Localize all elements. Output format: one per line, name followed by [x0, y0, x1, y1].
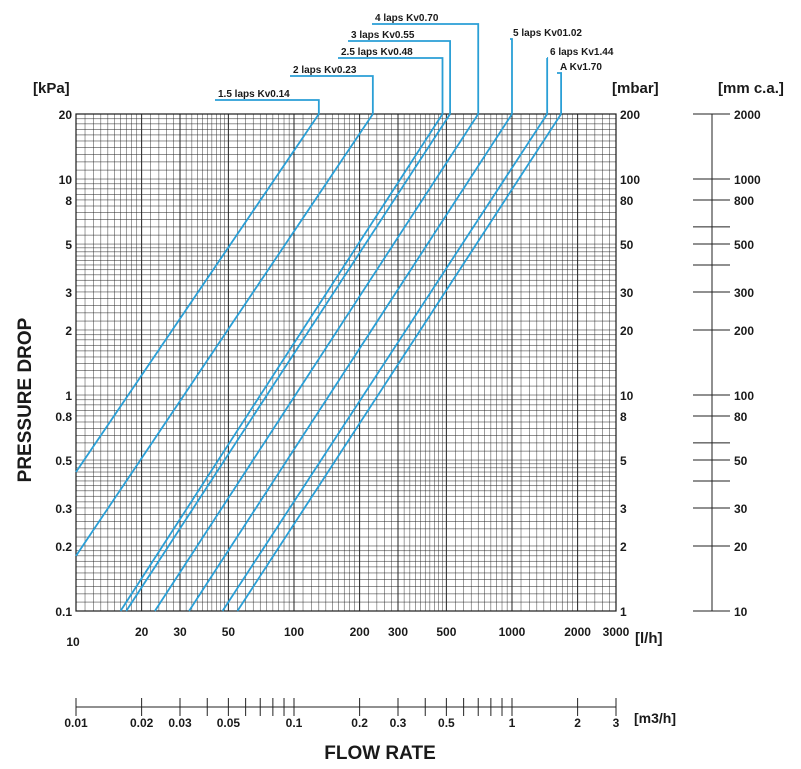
plot-border	[75, 113, 617, 612]
y-tick-label-kpa: 1	[65, 389, 72, 403]
y-tick-label-kpa: 2	[65, 324, 72, 338]
y-axis-title: PRESSURE DROP	[15, 317, 36, 482]
y-tick-label-kpa: 20	[59, 108, 73, 122]
series-leader	[338, 57, 444, 114]
series-line	[236, 113, 562, 612]
mmca-tick-label: 300	[734, 286, 754, 300]
y-tick-label-mbar: 100	[620, 173, 640, 187]
x-axis-title: FLOW RATE	[324, 743, 436, 764]
m3h-tick-label: 0.2	[351, 716, 368, 730]
mmca-tick-label: 30	[734, 502, 748, 516]
m3h-tick-label: 0.1	[286, 716, 303, 730]
m3h-tick-label: 0.5	[438, 716, 455, 730]
y-tick-label-mbar: 200	[620, 108, 640, 122]
y-tick-label-kpa: 0.8	[55, 410, 72, 424]
m3h-tick-label: 0.01	[64, 716, 88, 730]
mmca-tick-label: 1000	[734, 173, 761, 187]
y-unit-mmca: [mm c.a.]	[718, 80, 784, 97]
series-label: A Kv1.70	[560, 62, 602, 73]
y-tick-label-mbar: 80	[620, 194, 634, 208]
m3h-tick-label: 0.03	[168, 716, 192, 730]
series-leader	[348, 40, 451, 114]
series-line	[119, 113, 444, 612]
x-tick-label: 200	[350, 625, 370, 639]
mmca-tick-label: 2000	[734, 108, 761, 122]
y-tick-label-kpa: 0.1	[55, 605, 72, 619]
x-tick-label: 30	[173, 625, 187, 639]
y-tick-label-kpa: 0.5	[55, 454, 72, 468]
m3h-scale: 0.01 0.02 0.03 0.05 0.1 0.2 0.3 0.5 1 2 3	[64, 698, 620, 730]
series-line	[188, 113, 513, 612]
series-label: 4 laps Kv0.70	[375, 13, 439, 24]
mmca-tick-label: 50	[734, 454, 748, 468]
m3h-tick-label: 3	[613, 716, 620, 730]
x-tick-label: 20	[135, 625, 149, 639]
y-tick-label-mbar: 20	[620, 324, 634, 338]
m3h-tick-label: 0.3	[390, 716, 407, 730]
series-label: 5 laps Kv01.02	[513, 28, 582, 39]
y-tick-label-mbar: 50	[620, 238, 634, 252]
m3h-tick-label: 0.02	[130, 716, 154, 730]
m3h-tick-label: 2	[574, 716, 581, 730]
x-tick-label: 10	[66, 635, 80, 649]
y-tick-label-kpa: 3	[65, 286, 72, 300]
y-unit-kpa: [kPa]	[33, 80, 70, 97]
series-leader	[372, 23, 480, 114]
y-tick-label-kpa: 10	[59, 173, 73, 187]
series-label: 6 laps Kv1.44	[550, 47, 614, 58]
y-tick-label-mbar: 5	[620, 454, 627, 468]
y-tick-label-mbar: 2	[620, 540, 627, 554]
x-tick-label: 1000	[499, 625, 526, 639]
series-label: 3 laps Kv0.55	[351, 30, 415, 41]
m3h-tick-label: 1	[509, 716, 516, 730]
series-lines: 1.5 laps Kv0.14 2 laps Kv0.23 2.5 laps Kv0…	[75, 13, 614, 612]
y-tick-label-kpa: 0.3	[55, 502, 72, 516]
series-line	[221, 113, 548, 612]
mmca-tick-label: 80	[734, 410, 748, 424]
y-tick-label-mbar: 1	[620, 605, 627, 619]
series-leader	[215, 99, 320, 114]
mmca-tick-label: 100	[734, 389, 754, 403]
series-label: 2 laps Kv0.23	[293, 65, 357, 76]
mmca-tick-label: 800	[734, 194, 754, 208]
y-unit-mbar: [mbar]	[612, 80, 659, 97]
series-label: 1.5 laps Kv0.14	[218, 89, 290, 100]
series-leader	[290, 75, 374, 114]
x-tick-label: 2000	[564, 625, 591, 639]
y-tick-label-kpa: 0.2	[55, 540, 72, 554]
mmca-tick-label: 200	[734, 324, 754, 338]
mmca-tick-label: 10	[734, 605, 748, 619]
chart-grid	[75, 113, 617, 612]
y-tick-label-mbar: 3	[620, 502, 627, 516]
series-label: 2.5 laps Kv0.48	[341, 47, 413, 58]
y-tick-label-kpa: 5	[65, 238, 72, 252]
tick-labels: 20 10 8 5 3 2 1 0.8 0.5 0.3 0.2 0.1 200 100 80 50 30 20 10…	[55, 108, 640, 649]
x-tick-label: 500	[436, 625, 456, 639]
series-line	[75, 113, 320, 473]
series-leader	[510, 38, 513, 114]
x-unit-lh: [l/h]	[635, 630, 663, 647]
mmca-tick-label: 500	[734, 238, 754, 252]
y-tick-label-mbar: 10	[620, 389, 634, 403]
y-tick-label-mbar: 30	[620, 286, 634, 300]
series-leader	[557, 72, 563, 114]
x-tick-label: 300	[388, 625, 408, 639]
mmca-scale: 2000 1000 800 500 300 200 100 80 50 30 20 10	[693, 108, 761, 619]
x-tick-label: 3000	[603, 625, 630, 639]
y-tick-label-kpa: 8	[65, 194, 72, 208]
series-line	[125, 113, 451, 612]
mmca-tick-label: 20	[734, 540, 748, 554]
series-line	[75, 113, 374, 557]
series-line	[154, 113, 479, 612]
y-tick-label-mbar: 8	[620, 410, 627, 424]
x-tick-label: 50	[222, 625, 236, 639]
x-tick-label: 100	[284, 625, 304, 639]
m3h-tick-label: 0.05	[217, 716, 241, 730]
x2-unit-m3h: [m3/h]	[634, 710, 676, 726]
